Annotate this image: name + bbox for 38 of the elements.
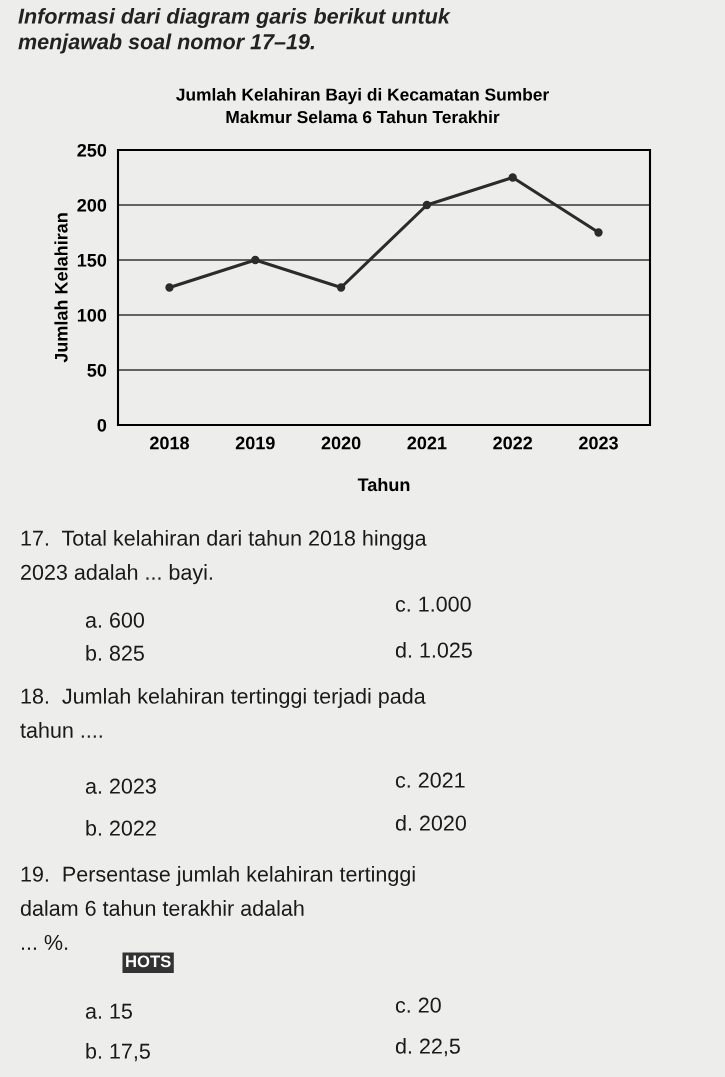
text: 18. Jumlah kelahiran tertinggi terjadi pada tahun .... xyxy=(20,688,426,738)
y-tick-label: 0 xyxy=(97,418,107,432)
x-tick-label: 2022 xyxy=(493,436,533,450)
point xyxy=(594,228,603,237)
text: 17. Total kelahiran dari tahun 2018 hingga 2023 adalah ... bayi. xyxy=(21,530,427,585)
y-tick-label: 150 xyxy=(77,253,107,267)
text: d. 2020 xyxy=(395,815,466,831)
y-axis-title: Jumlah Kelahiran xyxy=(54,213,68,363)
text: c. 1.000 xyxy=(395,596,471,612)
chart-title: Jumlah Kelahiran Bayi di Kecamatan Sumber Makmur Selama 6 Tahun Terakhir xyxy=(176,88,549,124)
point xyxy=(508,173,517,182)
x-axis-title: Tahun xyxy=(357,477,410,492)
point xyxy=(422,200,432,210)
text: a. 2023 xyxy=(85,778,156,794)
text: c. 20 xyxy=(395,997,441,1013)
text: d. 22,5 xyxy=(395,1038,460,1057)
point xyxy=(251,255,260,265)
text: a. 600 xyxy=(85,612,145,628)
point xyxy=(165,283,174,292)
text: Informasi dari diagram garis berikut untuk menjawab soal nomor 17–19. xyxy=(18,8,451,54)
text: b. 2022 xyxy=(86,820,156,836)
point xyxy=(336,283,346,292)
x-tick-label: 2021 xyxy=(407,436,447,450)
text: HOTS xyxy=(126,955,171,968)
x-tick-label: 2023 xyxy=(579,436,618,450)
text: d. 1.025 xyxy=(395,642,472,658)
text: b. 17,5 xyxy=(86,1043,150,1062)
y-tick-label: 250 xyxy=(77,143,107,157)
y-tick-label: 200 xyxy=(77,198,107,212)
x-tick-label: 2019 xyxy=(235,436,275,450)
x-tick-label: 2020 xyxy=(321,436,361,450)
y-tick-label: 50 xyxy=(87,363,107,377)
y-tick-label: 100 xyxy=(77,308,107,322)
text: b. 825 xyxy=(86,645,144,661)
text: a. 15 xyxy=(85,1003,132,1019)
text: c. 2021 xyxy=(395,772,465,788)
x-tick-label: 2018 xyxy=(150,436,190,450)
text: 19. Persentase jumlah kelahiran tertinggi dalam 6 tahun terakhir adalah ... %. xyxy=(20,866,415,950)
